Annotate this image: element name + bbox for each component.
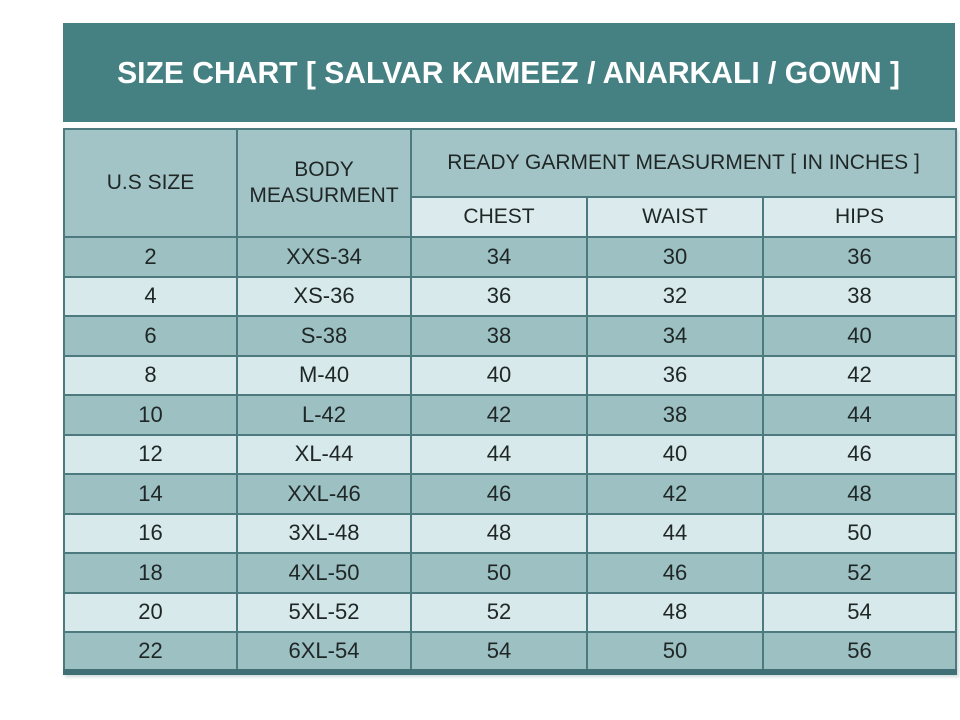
hips-cell: 50 <box>761 512 958 554</box>
body-measurement-cell: 4XL-50 <box>236 552 412 594</box>
us-size-cell: 14 <box>63 473 238 515</box>
us-size-cell: 16 <box>63 512 238 554</box>
hips-cell: 54 <box>761 591 958 633</box>
table-row: 18 4XL-50 50 46 52 <box>63 552 958 594</box>
waist-cell: 50 <box>586 631 764 673</box>
body-measurement-cell: 3XL-48 <box>236 512 412 554</box>
waist-cell: 36 <box>586 354 764 396</box>
body-measurement-cell: XL-44 <box>236 433 412 475</box>
col-header-chest: CHEST <box>410 196 588 238</box>
us-size-cell: 10 <box>63 394 238 436</box>
table-row: 6 S-38 38 34 40 <box>63 315 958 357</box>
table-row: 16 3XL-48 48 44 50 <box>63 512 958 554</box>
hips-cell: 42 <box>761 354 958 396</box>
us-size-cell: 22 <box>63 631 238 673</box>
col-header-body-measurement: BODY MEASURMENT <box>236 128 412 238</box>
body-measurement-cell: 6XL-54 <box>236 631 412 673</box>
us-size-cell: 18 <box>63 552 238 594</box>
body-measurement-cell: S-38 <box>236 315 412 357</box>
waist-cell: 38 <box>586 394 764 436</box>
col-header-us-size: U.S SIZE <box>63 128 238 238</box>
chest-cell: 52 <box>410 591 588 633</box>
waist-cell: 44 <box>586 512 764 554</box>
chest-cell: 38 <box>410 315 588 357</box>
chest-cell: 42 <box>410 394 588 436</box>
body-measurement-cell: L-42 <box>236 394 412 436</box>
chart-title: SIZE CHART [ SALVAR KAMEEZ / ANARKALI / … <box>117 54 901 90</box>
table-row: 12 XL-44 44 40 46 <box>63 433 958 475</box>
us-size-cell: 8 <box>63 354 238 396</box>
chest-cell: 34 <box>410 236 588 278</box>
chest-cell: 54 <box>410 631 588 673</box>
hips-cell: 44 <box>761 394 958 436</box>
table-row: 10 L-42 42 38 44 <box>63 394 958 436</box>
body-measurement-cell: M-40 <box>236 354 412 396</box>
hips-cell: 38 <box>761 275 958 317</box>
body-measurement-cell: XS-36 <box>236 275 412 317</box>
hips-cell: 48 <box>761 473 958 515</box>
size-table-body: 2 XXS-34 34 30 36 4 XS-36 36 32 38 6 S-3… <box>63 236 958 673</box>
chest-cell: 36 <box>410 275 588 317</box>
table-row: 4 XS-36 36 32 38 <box>63 275 958 317</box>
waist-cell: 32 <box>586 275 764 317</box>
table-row: 14 XXL-46 46 42 48 <box>63 473 958 515</box>
us-size-cell: 4 <box>63 275 238 317</box>
header-row-main: U.S SIZE BODY MEASURMENT READY GARMENT M… <box>63 128 958 238</box>
hips-cell: 36 <box>761 236 958 278</box>
size-table-header: U.S SIZE BODY MEASURMENT READY GARMENT M… <box>63 128 958 238</box>
waist-cell: 48 <box>586 591 764 633</box>
table-row: 22 6XL-54 54 50 56 <box>63 631 958 673</box>
hips-cell: 56 <box>761 631 958 673</box>
waist-cell: 30 <box>586 236 764 278</box>
hips-cell: 46 <box>761 433 958 475</box>
us-size-cell: 2 <box>63 236 238 278</box>
chest-cell: 44 <box>410 433 588 475</box>
col-header-hips: HIPS <box>761 196 958 238</box>
waist-cell: 40 <box>586 433 764 475</box>
us-size-cell: 12 <box>63 433 238 475</box>
chest-cell: 40 <box>410 354 588 396</box>
size-table: U.S SIZE BODY MEASURMENT READY GARMENT M… <box>63 128 958 675</box>
chart-title-bar: SIZE CHART [ SALVAR KAMEEZ / ANARKALI / … <box>63 23 955 122</box>
col-header-waist: WAIST <box>586 196 764 238</box>
hips-cell: 40 <box>761 315 958 357</box>
chest-cell: 50 <box>410 552 588 594</box>
us-size-cell: 20 <box>63 591 238 633</box>
body-measurement-cell: XXL-46 <box>236 473 412 515</box>
body-measurement-cell: XXS-34 <box>236 236 412 278</box>
body-measurement-cell: 5XL-52 <box>236 591 412 633</box>
table-row: 8 M-40 40 36 42 <box>63 354 958 396</box>
hips-cell: 52 <box>761 552 958 594</box>
chest-cell: 48 <box>410 512 588 554</box>
waist-cell: 46 <box>586 552 764 594</box>
us-size-cell: 6 <box>63 315 238 357</box>
table-row: 2 XXS-34 34 30 36 <box>63 236 958 278</box>
table-row: 20 5XL-52 52 48 54 <box>63 591 958 633</box>
waist-cell: 42 <box>586 473 764 515</box>
col-header-ready-garment: READY GARMENT MEASURMENT [ IN INCHES ] <box>409 128 958 198</box>
waist-cell: 34 <box>586 315 764 357</box>
chest-cell: 46 <box>410 473 588 515</box>
header-row-sub: CHEST WAIST HIPS <box>64 196 958 238</box>
